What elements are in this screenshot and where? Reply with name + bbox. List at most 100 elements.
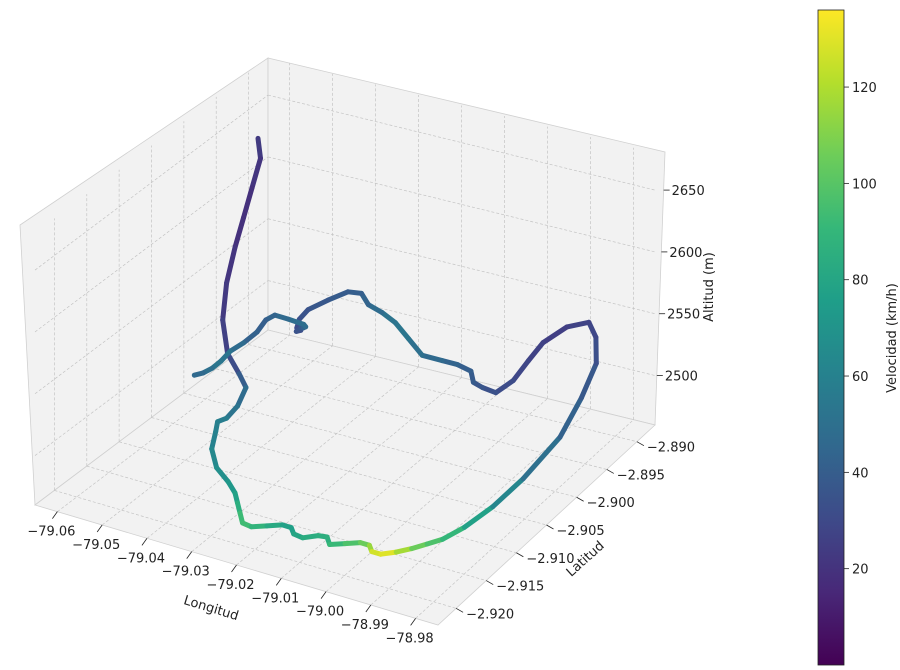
trajectory-segment bbox=[424, 536, 445, 547]
axes-panes bbox=[19, 57, 666, 626]
trajectory-segment bbox=[578, 360, 599, 401]
trajectory-segment bbox=[232, 215, 247, 250]
trajectory-segment bbox=[214, 465, 231, 485]
x-tick-label: −79.03 bbox=[162, 565, 210, 580]
y-tick-label: −2.920 bbox=[466, 607, 514, 622]
x-tick-label: −79.00 bbox=[296, 605, 344, 620]
trajectory-segment bbox=[406, 336, 425, 358]
colorbar-tick-label: 80 bbox=[852, 274, 869, 289]
floor-pane bbox=[34, 329, 656, 626]
x-tick-mark bbox=[410, 618, 416, 626]
colorbar-label: Velocidad (km/h) bbox=[885, 283, 900, 393]
trajectory-segment bbox=[224, 244, 238, 286]
trajectory-segment bbox=[379, 309, 398, 326]
gridline-z bbox=[34, 94, 269, 271]
gridline-y bbox=[216, 368, 607, 470]
x-tick-mark bbox=[320, 591, 327, 599]
trajectory-segment bbox=[220, 317, 231, 357]
gridline-x bbox=[191, 366, 419, 552]
y-tick-label: −2.900 bbox=[587, 496, 635, 511]
trajectory-series bbox=[191, 135, 599, 557]
z-axis-label: Altitud (m) bbox=[702, 252, 717, 322]
y-tick-label: −2.905 bbox=[557, 524, 605, 539]
z-tick-label: 2550 bbox=[667, 308, 700, 323]
trajectory-segment bbox=[393, 546, 415, 555]
trajectory-segment bbox=[510, 358, 531, 384]
y-tick-mark bbox=[606, 469, 614, 474]
grid-lines bbox=[34, 63, 656, 619]
x-tick-mark bbox=[365, 604, 372, 613]
x-tick-mark bbox=[275, 578, 282, 586]
trajectory-segment bbox=[248, 523, 270, 530]
x-tick-label: −79.06 bbox=[27, 525, 75, 540]
x-axis-label: Longitud bbox=[182, 593, 241, 624]
x-tick-label: −79.02 bbox=[206, 578, 254, 593]
x-tick-mark bbox=[141, 538, 148, 546]
y-tick-label: −2.910 bbox=[526, 552, 574, 567]
trajectory-segment bbox=[209, 446, 220, 471]
trajectory-segment bbox=[235, 385, 249, 409]
trajectory-segment bbox=[300, 533, 321, 541]
trajectory-segment bbox=[327, 541, 348, 547]
y-tick-mark bbox=[576, 496, 584, 502]
trajectory-segment bbox=[325, 289, 351, 303]
gridline-x bbox=[236, 377, 462, 566]
trajectory-segment bbox=[520, 434, 563, 482]
x-tick-label: −78.99 bbox=[341, 618, 389, 633]
trajectory-segment bbox=[285, 316, 307, 327]
z-axis-ticks: 2500 2550 2600 2650 bbox=[656, 184, 705, 385]
gridline-y bbox=[86, 465, 487, 581]
trajectory-segment bbox=[392, 320, 412, 342]
trajectory-segment bbox=[241, 329, 260, 346]
trajectory-segment bbox=[264, 522, 285, 529]
y-tick-mark bbox=[455, 607, 464, 613]
y-axis-ticks: −2.890 −2.895 −2.900 −2.905 −2.910 −2.915 −2.9… bbox=[455, 441, 695, 622]
trajectory-segment bbox=[342, 540, 363, 547]
y-tick-mark bbox=[486, 580, 494, 585]
colorbar bbox=[817, 9, 845, 666]
trajectory-segment bbox=[378, 549, 399, 557]
trajectory-segment bbox=[220, 280, 230, 323]
trajectory-segment bbox=[236, 371, 249, 390]
trajectory-segment bbox=[224, 403, 241, 421]
gridline-z bbox=[34, 156, 269, 333]
gridline-y bbox=[119, 441, 517, 554]
y-tick-label: −2.890 bbox=[647, 441, 695, 456]
trajectory-segment bbox=[191, 370, 206, 378]
trajectory-segment bbox=[227, 340, 246, 354]
trajectory-segment bbox=[249, 155, 263, 191]
colorbar-tick-label: 60 bbox=[852, 370, 869, 385]
x-axis-ticks: −79.06−79.05−79.04−79.03−79.02−79.01−79.… bbox=[27, 511, 434, 646]
gridline-z bbox=[34, 280, 269, 456]
x-tick-mark bbox=[186, 551, 193, 559]
x-tick-label: −79.01 bbox=[251, 591, 299, 606]
trajectory-segment bbox=[586, 319, 599, 340]
x-tick-mark bbox=[231, 564, 237, 573]
trajectory-segment bbox=[255, 135, 263, 161]
colorbar-tick-label: 120 bbox=[852, 81, 877, 96]
gridline-y bbox=[248, 344, 638, 443]
gridline-y bbox=[151, 417, 547, 526]
y-tick-label: −2.895 bbox=[617, 468, 665, 483]
trajectory-segment bbox=[419, 352, 445, 364]
gridline-x bbox=[146, 356, 376, 539]
gridline-z bbox=[267, 94, 656, 191]
trajectory-segment bbox=[557, 395, 584, 440]
x-tick-label: −79.04 bbox=[117, 551, 165, 566]
trajectory-segment bbox=[564, 319, 592, 330]
z-tick-label: 2650 bbox=[672, 184, 705, 199]
trajectory-segment bbox=[305, 297, 331, 313]
y-tick-mark bbox=[636, 441, 645, 447]
gridline-y bbox=[183, 392, 577, 498]
gridline-z bbox=[34, 218, 269, 395]
colorbar-ticks: 20 40 60 80 100 120 bbox=[844, 81, 877, 578]
z-tick-label: 2600 bbox=[669, 246, 702, 261]
colorbar-tick-label: 40 bbox=[852, 466, 869, 481]
colorbar-tick-label: 20 bbox=[852, 563, 869, 578]
trajectory-segment bbox=[209, 429, 219, 452]
trajectory-segment bbox=[254, 317, 269, 335]
trajectory-segment bbox=[493, 378, 516, 396]
trajectory-segment bbox=[440, 524, 467, 542]
y-tick-mark bbox=[516, 552, 524, 558]
